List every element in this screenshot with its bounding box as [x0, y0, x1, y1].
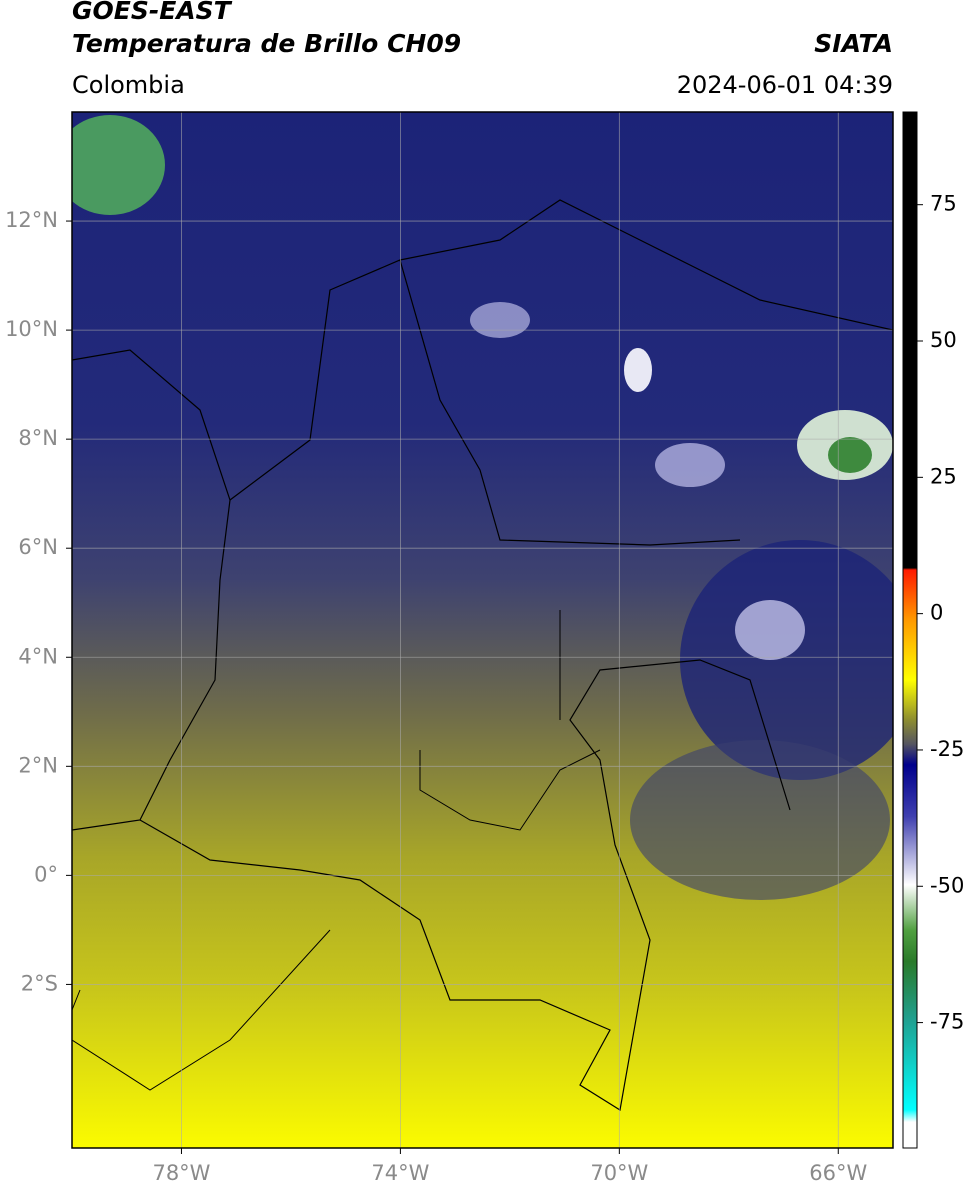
- y-tick-label: 12°N: [5, 208, 58, 232]
- title: GOES-EAST: [72, 0, 233, 25]
- y-tick-label: 2°N: [18, 753, 58, 777]
- colorbar-label: -25: [930, 737, 964, 761]
- y-tick-label: 8°N: [18, 426, 58, 450]
- colorbar-label: 25: [930, 464, 957, 488]
- colorbar-label: 0: [930, 601, 943, 625]
- y-tick-label: 0°: [34, 862, 58, 886]
- y-tick-label: 6°N: [18, 535, 58, 559]
- x-tick-label: 70°W: [590, 1161, 648, 1185]
- region: Colombia: [72, 71, 185, 99]
- x-tick-label: 74°W: [371, 1161, 429, 1185]
- colorbar-label: -50: [930, 873, 964, 897]
- y-tick-label: 2°S: [21, 971, 58, 995]
- colorbar: [902, 111, 918, 1149]
- map-image: [72, 112, 893, 1148]
- colorbar-label: 75: [930, 192, 957, 216]
- datetime: 2024-06-01 04:39: [677, 71, 893, 99]
- map-frame: [71, 111, 894, 1149]
- subtitle: Temperatura de Brillo CH09: [72, 29, 461, 58]
- grid: [72, 112, 893, 1148]
- colorbar-label: 50: [930, 328, 957, 352]
- source: SIATA: [814, 29, 893, 58]
- y-tick-label: 10°N: [5, 317, 58, 341]
- colorbar-label: -75: [930, 1010, 964, 1034]
- x-tick-label: 78°W: [152, 1161, 210, 1185]
- y-tick-label: 4°N: [18, 644, 58, 668]
- x-tick-label: 66°W: [809, 1161, 867, 1185]
